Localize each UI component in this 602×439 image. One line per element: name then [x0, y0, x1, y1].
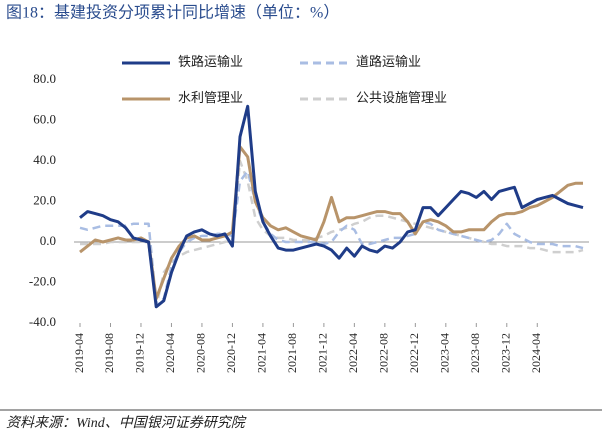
y-tick-label: 40.0 [33, 152, 56, 167]
y-tick-label: 80.0 [33, 71, 56, 86]
y-tick-label: -40.0 [29, 314, 56, 329]
y-tick-label: -20.0 [29, 273, 56, 288]
x-tick-label: 2021-04 [255, 333, 269, 373]
chart-title: 图18：基建投资分项累计同比增速（单位：%） [6, 4, 339, 22]
x-tick-label: 2020-12 [224, 333, 238, 373]
x-tick-label: 2023-04 [438, 333, 452, 373]
y-tick-label: 60.0 [33, 111, 56, 126]
x-tick-label: 2020-04 [163, 333, 177, 373]
source: 资料来源：Wind、中国银河证券研究院 [6, 415, 247, 431]
legend-label: 公共设施管理业 [356, 90, 447, 105]
x-tick-label: 2023-08 [468, 333, 482, 373]
x-tick-label: 2023-12 [499, 333, 513, 373]
x-tick-label: 2020-08 [194, 333, 208, 373]
series-line [80, 159, 584, 309]
x-tick-label: 2019-04 [72, 333, 86, 373]
x-tick-label: 2021-12 [316, 333, 330, 373]
legend-label: 铁路运输业 [178, 54, 243, 69]
legend-label: 水利管理业 [178, 90, 243, 105]
y-tick-label: 20.0 [33, 192, 56, 207]
x-tick-label: 2024-04 [529, 333, 543, 373]
x-tick-label: 2019-12 [133, 333, 147, 373]
x-tick-label: 2019-08 [102, 333, 116, 373]
series-line [79, 145, 583, 301]
x-tick-label: 2022-08 [377, 333, 391, 373]
x-tick-label: 2022-12 [407, 333, 421, 373]
x-tick-label: 2021-08 [285, 333, 299, 373]
series-line [79, 104, 584, 309]
x-tick-label: 2022-04 [346, 333, 360, 373]
y-tick-label: 0.0 [40, 233, 56, 248]
legend-label: 道路运输业 [356, 54, 421, 69]
